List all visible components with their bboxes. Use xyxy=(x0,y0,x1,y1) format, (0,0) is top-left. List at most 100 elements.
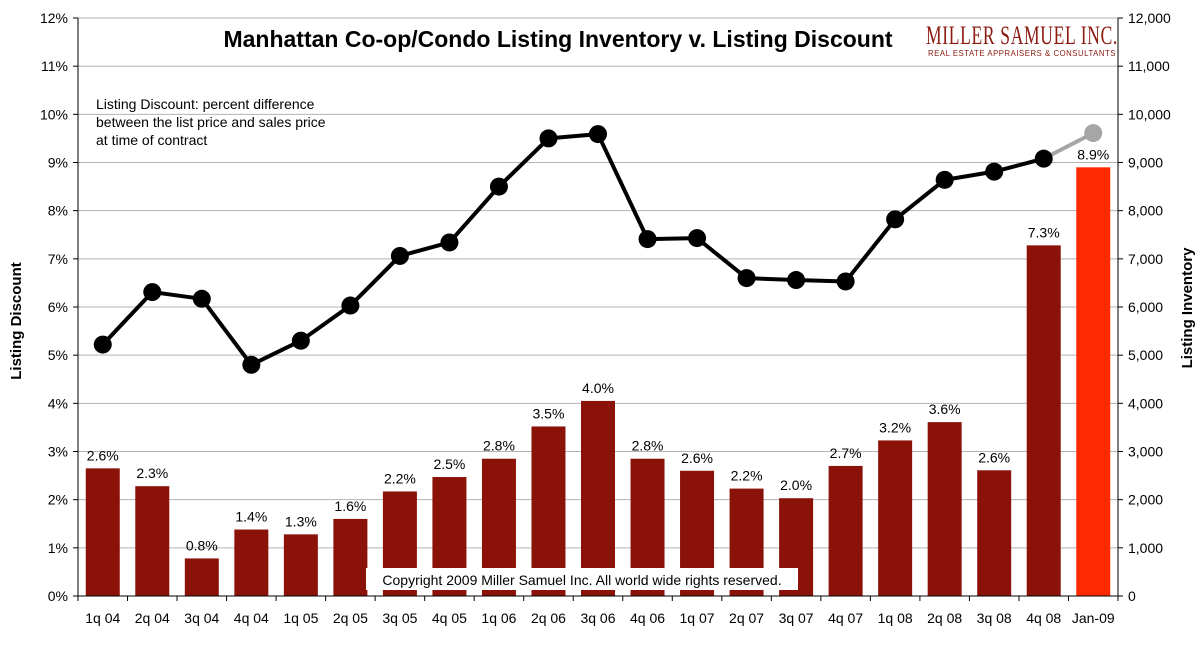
inventory-point xyxy=(242,355,261,374)
annotation-line-3: at time of contract xyxy=(96,132,207,148)
bar-value-label: 7.3% xyxy=(1028,224,1060,240)
discount-bar xyxy=(283,534,318,596)
inventory-point xyxy=(787,271,806,290)
bar-value-label: 2.6% xyxy=(87,447,119,463)
bar-value-label: 1.6% xyxy=(334,498,366,514)
x-tick-label: 3q 04 xyxy=(184,610,219,626)
x-tick-label: 3q 07 xyxy=(779,610,814,626)
discount-bar xyxy=(828,465,863,596)
x-tick-label: 2q 04 xyxy=(135,610,170,626)
inventory-point xyxy=(985,162,1004,181)
right-tick-label: 3,000 xyxy=(1128,444,1163,460)
x-tick-label: 2q 08 xyxy=(927,610,962,626)
inventory-point xyxy=(192,289,211,308)
x-axis-ticks: 1q 04 2q 04 3q 04 4q 04 1q 05 2q 05 3q 05 4q 05… xyxy=(77,596,1119,626)
inventory-point xyxy=(589,125,607,144)
bar-value-label: 1.4% xyxy=(235,509,267,525)
right-tick-label: 2,000 xyxy=(1128,492,1163,508)
right-tick-label: 5,000 xyxy=(1128,347,1163,363)
discount-bar xyxy=(333,518,368,596)
inventory-point xyxy=(440,233,459,252)
inventory-point xyxy=(143,283,162,302)
inventory-point xyxy=(93,335,112,354)
discount-bar xyxy=(85,468,120,596)
left-tick-label: 12% xyxy=(40,10,68,26)
discount-bar xyxy=(977,470,1012,596)
left-tick-label: 5% xyxy=(48,347,68,363)
inventory-point xyxy=(836,272,855,291)
left-tick-label: 4% xyxy=(48,395,68,411)
left-tick-label: 6% xyxy=(48,299,68,315)
right-axis-title: Listing Inventory xyxy=(1179,247,1196,369)
x-tick-label: 3q 05 xyxy=(382,610,417,626)
left-tick-label: 10% xyxy=(40,106,68,122)
discount-bar xyxy=(927,422,962,596)
right-tick-label: 7,000 xyxy=(1128,251,1163,267)
inventory-line-path xyxy=(101,132,1045,367)
inventory-point xyxy=(737,269,756,288)
annotation-line-1: Listing Discount: percent difference xyxy=(96,96,315,112)
discount-bar xyxy=(581,400,615,596)
left-tick-label: 3% xyxy=(48,444,68,460)
inventory-point xyxy=(539,129,558,148)
right-tick-label: 6,000 xyxy=(1128,299,1163,315)
bar-value-label: 2.2% xyxy=(731,468,763,484)
left-tick-label: 7% xyxy=(48,251,68,267)
annotation-note: Listing Discount: percent difference bet… xyxy=(96,96,326,148)
inventory-point xyxy=(1084,124,1103,143)
right-tick-label: 11,000 xyxy=(1128,58,1170,74)
x-tick-label: 1q 08 xyxy=(878,610,913,626)
discount-bar xyxy=(878,440,913,596)
right-tick-label: 1,000 xyxy=(1128,540,1163,556)
bar-value-label: 0.8% xyxy=(186,537,218,553)
x-tick-label: 4q 04 xyxy=(234,610,269,626)
bar-value-label: 2.8% xyxy=(632,438,664,454)
right-tick-label: 4,000 xyxy=(1128,395,1163,411)
x-tick-label: 1q 07 xyxy=(680,610,715,626)
x-tick-label: 4q 07 xyxy=(828,610,863,626)
inventory-point xyxy=(1034,149,1053,168)
company-logo: MILLER SAMUEL INC. REAL ESTATE APPRAISER… xyxy=(926,21,1118,58)
left-tick-label: 8% xyxy=(48,203,68,219)
bar-value-label: 2.7% xyxy=(830,445,862,461)
x-tick-label: 3q 06 xyxy=(580,610,615,626)
inventory-line xyxy=(93,124,1103,374)
left-tick-label: 0% xyxy=(48,588,68,604)
inventory-point xyxy=(291,331,310,350)
bar-value-label: 3.6% xyxy=(929,401,961,417)
inventory-point xyxy=(489,177,508,196)
right-tick-label: 9,000 xyxy=(1128,155,1163,171)
inventory-line-last-segment xyxy=(1042,131,1095,161)
bar-value-label: 2.6% xyxy=(681,450,713,466)
x-tick-label: 2q 06 xyxy=(531,610,566,626)
right-tick-label: 8,000 xyxy=(1128,203,1163,219)
right-axis-ticks: 0 1,000 2,000 3,000 4,000 5,000 6,000 7,000 8,00… xyxy=(1118,10,1171,604)
left-tick-label: 11% xyxy=(41,58,68,74)
copyright-text: Copyright 2009 Miller Samuel Inc. All wo… xyxy=(382,572,781,588)
inventory-point xyxy=(638,230,657,249)
x-tick-label: 1q 04 xyxy=(85,610,120,626)
bar-value-label: 2.5% xyxy=(433,456,465,472)
bar-value-label: 2.3% xyxy=(136,465,168,481)
logo-name: MILLER SAMUEL INC. xyxy=(926,21,1118,50)
left-tick-label: 9% xyxy=(48,155,68,171)
discount-bar xyxy=(1076,167,1111,597)
bar-value-label: 2.8% xyxy=(483,438,515,454)
annotation-line-2: between the list price and sales price xyxy=(96,114,326,130)
inventory-point xyxy=(935,170,954,189)
right-tick-label: 10,000 xyxy=(1128,106,1171,122)
discount-bar xyxy=(531,426,566,596)
inventory-point xyxy=(341,296,360,315)
bar-value-label: 8.9% xyxy=(1077,146,1109,162)
x-tick-label: Jan-09 xyxy=(1072,610,1115,626)
inventory-point xyxy=(390,246,409,265)
copyright-box xyxy=(366,568,798,590)
discount-bar xyxy=(234,529,269,596)
bar-value-label: 2.0% xyxy=(780,477,812,493)
x-tick-label: 4q 05 xyxy=(432,610,467,626)
x-tick-label: 1q 05 xyxy=(283,610,318,626)
x-tick-label: 4q 08 xyxy=(1026,610,1061,626)
bar-value-label: 3.5% xyxy=(533,405,565,421)
bar-value-label: 2.2% xyxy=(384,470,416,486)
